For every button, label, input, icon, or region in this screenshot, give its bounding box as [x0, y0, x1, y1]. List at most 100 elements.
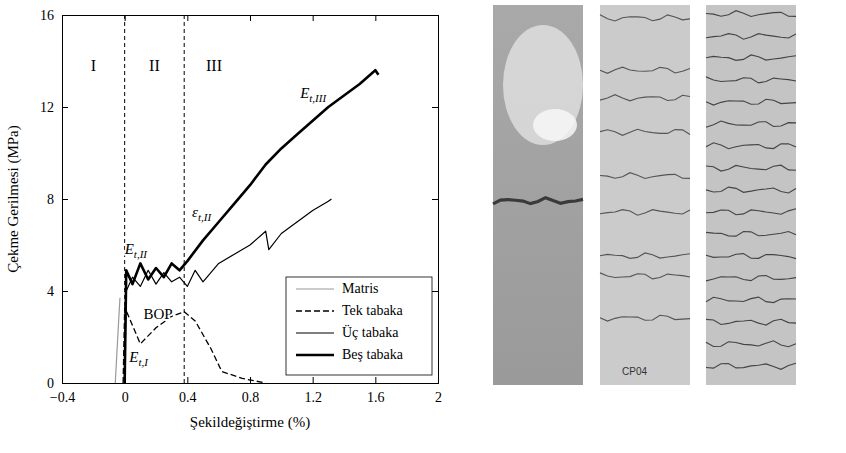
legend-swatch [296, 288, 334, 289]
crack [600, 95, 690, 101]
crack [706, 319, 796, 325]
crack [706, 297, 796, 302]
figure: −0.400.40.81.21.620481216Şekildeğiştirme… [0, 0, 846, 453]
y-axis-right-tick [432, 291, 438, 292]
annotation-text: BOP [143, 306, 172, 322]
tick-mark [375, 15, 376, 21]
crack [493, 198, 583, 204]
specimen-stain [533, 109, 577, 141]
tick-label: 1.2 [304, 390, 322, 405]
crack [600, 315, 690, 321]
tick-mark [62, 383, 68, 384]
crack [600, 129, 690, 135]
annotation-subscript: t,I [139, 356, 150, 368]
tick-mark [313, 377, 314, 383]
x-axis-top-tick [313, 15, 314, 21]
region-label: II [149, 57, 160, 74]
region-label: I [91, 57, 96, 74]
legend-box [286, 277, 432, 375]
annotation-subscript: t,II [198, 211, 212, 223]
crack [706, 341, 796, 347]
crack [600, 173, 690, 179]
crack [706, 232, 796, 237]
tick-mark [432, 199, 438, 200]
tick-label: 4 [47, 284, 54, 299]
region-boundary [184, 15, 185, 383]
annotation: BOP [143, 306, 172, 322]
tick-label: 16 [40, 8, 54, 23]
legend: MatrisTek tabakaÜç tabakaBeş tabaka [286, 277, 432, 375]
legend-swatch [296, 354, 334, 357]
tick-label: 1.6 [367, 390, 385, 405]
x-axis-top-tick [187, 15, 188, 21]
annotation: Et,II [124, 241, 149, 260]
y-axis: 0 4 8 12 16 [40, 8, 68, 391]
y-axis-right-tick [432, 199, 438, 200]
legend-label: Üç tabaka [342, 324, 399, 340]
annotation-subscript: t,II [134, 248, 148, 260]
crack [706, 165, 796, 171]
tick-mark [250, 15, 251, 21]
specimen-label: CP04 [622, 366, 647, 377]
y-axis-tick: 16 [40, 8, 68, 23]
tick-mark [432, 15, 438, 16]
tick-mark [62, 199, 68, 200]
tick-label: −0.4 [50, 390, 75, 405]
y-axis-tick: 12 [40, 100, 68, 115]
series-line [115, 298, 120, 383]
tick-mark [187, 377, 188, 383]
tick-mark [432, 291, 438, 292]
tick-mark [62, 291, 68, 292]
y-axis-right-tick [432, 107, 438, 108]
tick-mark [375, 377, 376, 383]
crack [600, 67, 690, 73]
legend-swatch [296, 310, 334, 311]
y-axis-right-tick [432, 383, 438, 384]
tick-mark [313, 15, 314, 21]
specimen [600, 5, 690, 385]
crack [600, 15, 690, 21]
specimen [493, 5, 583, 385]
x-axis: −0.40 0.4 0.8 1.2 1.6 2 [50, 377, 442, 405]
legend-label: Beş tabaka [342, 347, 404, 362]
crack [706, 11, 796, 17]
tick-mark [432, 107, 438, 108]
x-axis-top-line [63, 16, 439, 22]
tick-mark [187, 15, 188, 21]
annotation: Et,III [299, 85, 327, 104]
annotation: εt,II [192, 204, 212, 223]
x-axis-tick: 0.4 [179, 377, 197, 405]
crack [706, 55, 796, 60]
crack [706, 254, 796, 259]
legend-label: Matris [342, 281, 379, 296]
y-axis-title: Çekme Gerilmesi (MPa) [5, 125, 22, 272]
annotation-text: E [299, 85, 309, 101]
tick-mark [62, 15, 68, 16]
x-axis-tick: 0.8 [242, 377, 260, 405]
tick-mark [62, 107, 68, 108]
y-axis-right-tick [432, 15, 438, 16]
specimen-stain [503, 25, 583, 145]
crack [600, 273, 690, 279]
crack [706, 121, 796, 127]
tick-label: 2 [435, 390, 442, 405]
annotation-text: E [128, 349, 138, 365]
tick-label: 0.4 [179, 390, 197, 405]
y-axis-tick: 4 [47, 284, 68, 299]
y-axis-tick: 8 [47, 192, 68, 207]
x-axis-tick: 1.2 [304, 377, 322, 405]
crack [706, 34, 796, 40]
annotation-subscript: t,III [309, 92, 327, 104]
crack [706, 77, 796, 83]
crack [706, 99, 796, 105]
y-axis-right [432, 16, 439, 384]
annotation-text: E [124, 241, 134, 257]
crack [600, 210, 690, 216]
crack [706, 187, 796, 193]
tick-label: 0 [47, 376, 54, 391]
x-axis-top [63, 15, 439, 21]
tick-mark [432, 383, 438, 384]
region-label: III [206, 57, 222, 74]
tick-label: 8 [47, 192, 54, 207]
x-axis-top-tick [375, 15, 376, 21]
